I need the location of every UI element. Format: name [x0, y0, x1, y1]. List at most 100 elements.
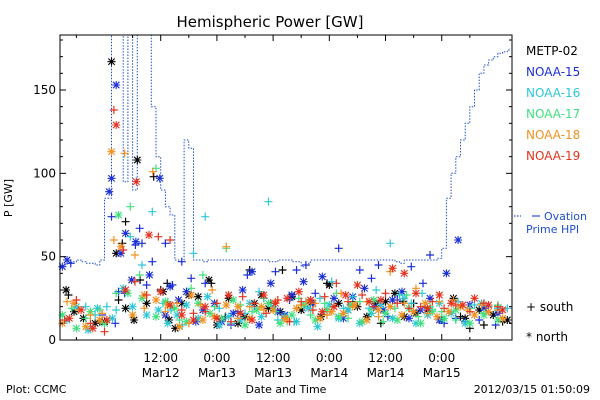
noaa-18-north-point — [327, 307, 336, 316]
noaa-19-north-point — [144, 231, 153, 239]
noaa-15-south-point — [142, 281, 151, 289]
noaa-15-south-point — [161, 239, 170, 248]
noaa-19-south-point — [72, 296, 81, 304]
ovation-legend-label-1: Ovation — [544, 210, 587, 223]
noaa-19-north-point — [236, 309, 245, 318]
noaa-15-south-point — [355, 266, 364, 274]
marker-legend-south: + south — [526, 300, 573, 314]
noaa-19-south-point — [109, 106, 118, 114]
noaa-17-north-point — [322, 306, 331, 314]
noaa-17-north-point — [465, 319, 474, 328]
noaa-19-south-point — [332, 279, 341, 288]
x-tick-label-date: Mar13 — [198, 366, 236, 380]
noaa-17-north-point — [205, 309, 214, 318]
legend-entry-metp-02: METP-02 — [526, 44, 578, 58]
marker-legend-north: * north — [526, 330, 568, 344]
noaa-18-south-point — [222, 242, 231, 251]
noaa-15-north-point — [379, 306, 388, 314]
noaa-15-north-point — [318, 272, 327, 281]
metp-02-north-point — [334, 299, 343, 308]
noaa-17-north-point — [194, 299, 203, 308]
noaa-19-south-point — [130, 277, 139, 286]
legend-entry-noaa-18: NOAA-18 — [526, 128, 580, 142]
noaa-19-north-point — [353, 281, 362, 289]
noaa-15-south-point — [135, 224, 144, 233]
noaa-15-north-point — [266, 279, 275, 288]
noaa-18-north-point — [351, 301, 360, 309]
noaa-18-south-point — [109, 236, 118, 244]
metp-02-north-point — [297, 306, 306, 314]
x-tick-label-time: 0:00 — [203, 351, 230, 365]
x-tick-label-time: 0:00 — [316, 351, 343, 365]
noaa-16-north-point — [194, 314, 203, 323]
legend-entry-noaa-19: NOAA-19 — [526, 149, 580, 163]
noaa-19-south-point — [238, 292, 247, 301]
noaa-15-north-point — [454, 236, 463, 244]
noaa-17-south-point — [126, 202, 135, 211]
noaa-16-north-point — [215, 321, 224, 329]
noaa-19-north-point — [447, 299, 456, 308]
metp-02-south-point — [149, 172, 158, 181]
x-tick-label-date: Mar13 — [254, 366, 292, 380]
noaa-16-south-point — [112, 306, 121, 314]
noaa-15-north-point — [397, 287, 406, 296]
noaa-19-south-point — [381, 289, 390, 298]
marker-legend: + south * north — [526, 300, 573, 344]
noaa-19-north-point — [259, 291, 268, 299]
noaa-19-south-point — [369, 302, 378, 311]
noaa-19-north-point — [376, 296, 385, 304]
noaa-16-north-point — [325, 301, 334, 309]
noaa-17-north-point — [229, 296, 238, 304]
metp-02-north-point — [142, 299, 151, 308]
noaa-18-south-point — [400, 299, 409, 308]
noaa-15-north-point — [63, 256, 72, 264]
noaa-16-north-point — [154, 306, 163, 314]
noaa-15-north-point — [388, 296, 397, 304]
noaa-16-north-point — [376, 301, 385, 309]
noaa-18-north-point — [292, 304, 301, 313]
noaa-18-north-point — [421, 299, 430, 308]
noaa-19-south-point — [285, 317, 294, 326]
noaa-19-north-point — [212, 314, 221, 323]
noaa-19-south-point — [189, 309, 198, 318]
noaa-19-south-point — [212, 299, 221, 308]
noaa-18-north-point — [198, 316, 207, 324]
noaa-18-north-point — [233, 302, 242, 311]
noaa-15-south-point — [66, 259, 75, 268]
noaa-19-north-point — [271, 299, 280, 308]
noaa-16-north-point — [108, 314, 117, 323]
noaa-19-north-point — [248, 316, 257, 324]
noaa-19-south-point — [344, 297, 353, 306]
x-tick-label-time: 12:00 — [143, 351, 178, 365]
noaa-15-north-point — [145, 271, 154, 279]
noaa-15-north-point — [287, 291, 296, 299]
noaa-15-north-point — [166, 282, 175, 291]
noaa-17-south-point — [306, 311, 315, 319]
noaa-15-north-point — [330, 294, 339, 303]
noaa-19-north-point — [435, 291, 444, 299]
noaa-18-south-point — [130, 251, 139, 259]
noaa-17-south-point — [402, 291, 411, 299]
noaa-19-south-point — [320, 292, 329, 301]
noaa-19-north-point — [458, 301, 467, 309]
noaa-15-north-point — [174, 296, 183, 304]
noaa-19-north-point — [294, 287, 303, 296]
noaa-15-south-point — [107, 212, 116, 221]
noaa-17-south-point — [355, 297, 364, 306]
noaa-15-south-point — [334, 244, 343, 253]
noaa-17-north-point — [217, 314, 226, 323]
noaa-18-south-point — [245, 302, 254, 311]
noaa-16-north-point — [461, 319, 470, 328]
noaa-19-north-point — [318, 307, 327, 316]
noaa-16-north-point — [313, 322, 322, 331]
noaa-15-north-point — [404, 314, 413, 323]
metp-02-north-point — [62, 286, 71, 294]
noaa-15-south-point — [301, 261, 310, 269]
noaa-17-south-point — [198, 271, 207, 279]
footer-timestamp: 2012/03/15 01:50:09 — [474, 383, 590, 396]
noaa-19-south-point — [166, 236, 175, 244]
noaa-15-north-point — [255, 321, 264, 329]
noaa-15-north-point — [121, 229, 130, 238]
noaa-15-south-point — [148, 257, 157, 266]
noaa-15-south-point — [475, 316, 484, 324]
